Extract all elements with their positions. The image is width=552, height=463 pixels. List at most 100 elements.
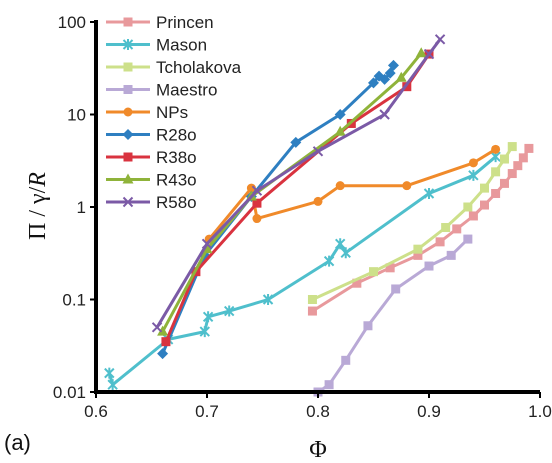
data-point-r28o (387, 59, 399, 71)
data-point-r58o (312, 146, 324, 157)
series-tcholakova (307, 142, 517, 304)
series-maestro (313, 234, 473, 397)
x-tick-label: 1.0 (528, 402, 552, 421)
data-point-tcholakova (413, 244, 423, 254)
y-tick-label: 10 (67, 106, 86, 125)
y-tick-label: 1 (77, 198, 86, 217)
y-tick-label: 0.01 (53, 383, 86, 402)
panel-label: (a) (4, 430, 31, 455)
series-princen (307, 143, 534, 316)
data-point-r28o (379, 73, 391, 85)
data-point-r58o (423, 48, 435, 60)
data-point-princen (385, 263, 395, 273)
data-point-r28o (368, 77, 379, 89)
data-point-tcholakova (463, 202, 473, 212)
data-point-maestro (463, 234, 473, 244)
legend-item-tcholakova: Tcholakova (106, 58, 242, 77)
data-point-tcholakova (307, 295, 317, 304)
legend-marker (122, 196, 134, 208)
legend-label: Maestro (156, 81, 217, 100)
data-point-r28o (157, 348, 169, 360)
data-point-maestro (324, 380, 334, 390)
series-line-mason (107, 155, 497, 387)
data-point-nps (313, 196, 323, 206)
x-tick-label: 0.9 (417, 402, 441, 421)
data-point-mason (104, 367, 115, 379)
data-point-tcholakova (369, 267, 378, 277)
data-point-tcholakova (507, 142, 517, 152)
data-point-r58o (379, 109, 390, 120)
legend-marker (122, 129, 134, 140)
data-point-maestro (446, 250, 456, 260)
legend-marker (123, 107, 133, 117)
legend-label: R38o (156, 148, 197, 167)
data-point-r28o (290, 136, 302, 148)
legend-label: NPs (156, 103, 188, 122)
data-point-princen (518, 153, 528, 163)
data-point-mason (202, 311, 214, 323)
data-point-nps (252, 214, 262, 224)
legend-label: Princen (156, 13, 214, 32)
series-line-r28o (161, 64, 395, 355)
data-point-mason (334, 238, 346, 250)
series-r58o (151, 34, 446, 333)
data-point-princen (468, 211, 478, 221)
legend-marker (123, 62, 133, 72)
data-point-r28o (334, 109, 346, 120)
data-point-mason (223, 305, 235, 317)
data-point-princen (524, 143, 534, 153)
x-tick-label: 0.7 (195, 402, 219, 421)
data-point-mason (468, 169, 479, 181)
data-point-nps (491, 144, 501, 154)
data-point-maestro (363, 321, 373, 331)
data-point-tcholakova (491, 167, 501, 177)
data-point-nps (335, 181, 345, 191)
legend-label: R58o (156, 193, 197, 212)
legend-item-r28o: R28o (106, 126, 197, 145)
data-point-princen (513, 161, 523, 171)
data-point-r58o (151, 322, 163, 333)
data-point-nps (246, 183, 256, 193)
data-point-mason (199, 326, 210, 338)
legend-item-maestro: Maestro (106, 81, 217, 100)
data-point-maestro (424, 261, 434, 271)
data-point-r43o (334, 125, 346, 136)
data-point-princen (352, 278, 362, 288)
legend-marker (122, 173, 134, 184)
legend-marker (122, 39, 134, 50)
legend-item-princen: Princen (106, 13, 214, 32)
data-point-r43o (395, 71, 407, 82)
legend-marker (123, 17, 133, 27)
data-point-princen (307, 306, 317, 316)
data-point-nps (204, 234, 214, 244)
data-point-princen (491, 188, 501, 198)
series-layer (104, 34, 534, 397)
ticks: 0.6 0.7 0.8 0.9 1.0 0.01 0.1 1 10 100 (53, 13, 552, 421)
legend-label: Mason (156, 36, 207, 55)
data-point-r43o (157, 325, 169, 336)
data-point-r38o (161, 337, 171, 347)
legend-label: Tcholakova (156, 58, 242, 77)
data-point-maestro (341, 355, 351, 365)
data-point-tcholakova (480, 183, 489, 193)
legend-label: R43o (156, 171, 197, 190)
x-tick-label: 0.6 (84, 402, 108, 421)
legend-marker (123, 152, 133, 162)
legend-marker (123, 85, 133, 94)
y-tick-label: 100 (58, 13, 86, 32)
y-axis-title: Π / γ/R (25, 172, 51, 240)
legend-item-r58o: R58o (106, 193, 197, 212)
data-point-r58o (201, 238, 213, 250)
data-point-mason (340, 247, 351, 259)
data-point-princen (435, 237, 445, 247)
y-tick-label: 0.1 (62, 291, 86, 310)
data-point-princen (507, 169, 517, 179)
data-point-maestro (391, 284, 401, 294)
data-point-princen (413, 250, 423, 260)
data-point-r38o (252, 198, 262, 208)
data-point-princen (499, 178, 509, 188)
data-point-r58o (251, 185, 263, 196)
data-point-r28o (384, 67, 396, 79)
data-point-princen (452, 224, 462, 234)
